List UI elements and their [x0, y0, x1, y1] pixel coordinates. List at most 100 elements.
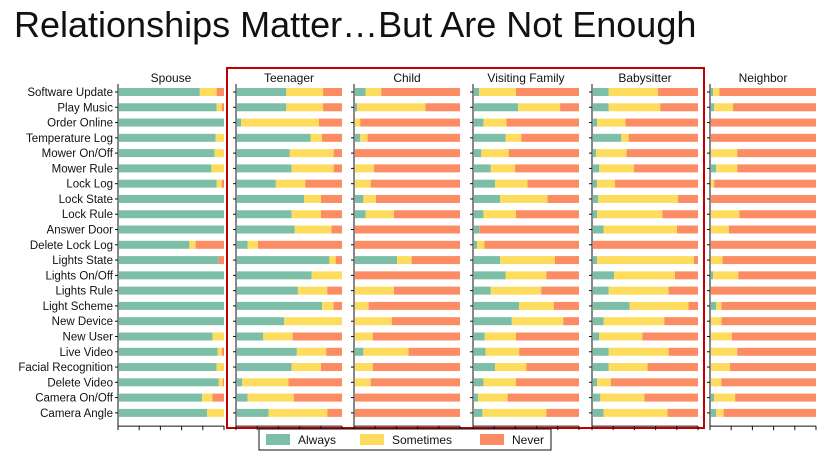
legend-swatch-sometimes — [360, 434, 384, 445]
bar-sometimes-neighbor-play-music — [714, 103, 734, 112]
bar-never-child-facial-recognition — [372, 363, 460, 372]
bar-never-spouse-play-music — [221, 103, 224, 112]
bar-always-babysitter-lights-on-off — [593, 271, 614, 280]
bar-sometimes-neighbor-lights-on-off — [713, 271, 739, 280]
bar-never-neighbor-mower-rule — [737, 164, 816, 173]
bar-always-neighbor-software-update — [711, 88, 714, 96]
bar-sometimes-teenager-order-online — [241, 118, 319, 127]
bar-never-child-delete-video — [370, 378, 460, 387]
bar-sometimes-babysitter-order-online — [597, 118, 626, 127]
bar-sometimes-visiting-family-new-device — [511, 317, 564, 326]
bar-sometimes-neighbor-mower-on-off — [711, 149, 738, 158]
bar-never-child-answer-door — [355, 225, 460, 234]
bar-never-visiting-family-facial-recognition — [526, 363, 579, 372]
bar-never-visiting-family-answer-door — [479, 225, 579, 234]
bar-always-visiting-family-lock-log — [474, 179, 495, 188]
bar-sometimes-spouse-delete-lock-log — [189, 240, 196, 249]
category-label-facial-recognition: Facial Recognition — [18, 362, 113, 374]
bar-sometimes-babysitter-temperature-log — [621, 133, 629, 142]
bar-always-spouse-play-music — [119, 103, 217, 112]
bar-sometimes-babysitter-light-scheme — [629, 301, 689, 310]
bar-sometimes-neighbor-new-user — [711, 332, 732, 341]
bar-never-spouse-delete-video — [222, 378, 224, 387]
bar-sometimes-babysitter-live-video — [608, 347, 669, 356]
bar-always-child-lock-rule — [355, 210, 366, 219]
bar-sometimes-teenager-lock-log — [275, 179, 306, 188]
bar-sometimes-babysitter-mower-on-off — [596, 149, 627, 158]
bar-always-teenager-new-device — [237, 317, 285, 326]
bar-sometimes-babysitter-answer-door — [603, 225, 677, 234]
bar-always-babysitter-mower-on-off — [593, 149, 597, 158]
bar-sometimes-child-lock-state — [363, 194, 376, 203]
bar-sometimes-visiting-family-software-update — [479, 88, 516, 96]
bar-never-child-play-music — [425, 103, 460, 112]
bar-never-neighbor-answer-door — [728, 225, 816, 234]
bar-never-babysitter-new-user — [642, 332, 698, 341]
bar-always-spouse-camera-angle — [119, 408, 208, 417]
bar-always-visiting-family-camera-on-off — [474, 393, 479, 402]
slide-title: Relationships Matter…But Are Not Enough — [14, 4, 697, 45]
bar-never-teenager-temperature-log — [322, 133, 342, 142]
category-label-software-update: Software Update — [27, 87, 113, 99]
bar-sometimes-visiting-family-mower-on-off — [481, 149, 509, 158]
bar-sometimes-child-light-scheme — [355, 301, 369, 310]
bar-never-neighbor-camera-on-off — [735, 393, 816, 402]
bar-always-babysitter-lock-state — [593, 194, 599, 203]
bar-always-child-software-update — [355, 88, 366, 96]
bar-sometimes-babysitter-lock-rule — [597, 210, 663, 219]
bar-never-neighbor-mower-on-off — [737, 149, 816, 158]
bar-never-spouse-delete-lock-log — [195, 240, 224, 249]
bar-sometimes-visiting-family-camera-on-off — [478, 393, 508, 402]
bar-never-babysitter-camera-angle — [667, 408, 698, 417]
bar-never-child-lights-state — [411, 256, 460, 265]
bar-sometimes-teenager-mower-on-off — [289, 149, 334, 158]
bar-always-visiting-family-answer-door — [474, 225, 480, 234]
bar-always-teenager-live-video — [237, 347, 297, 356]
bar-never-visiting-family-new-device — [563, 317, 579, 326]
bar-always-babysitter-delete-video — [593, 378, 598, 387]
bar-sometimes-teenager-lights-rule — [297, 286, 328, 295]
bar-always-teenager-camera-angle — [237, 408, 269, 417]
bar-sometimes-child-software-update — [365, 88, 382, 96]
category-label-lock-rule: Lock Rule — [62, 209, 113, 221]
bar-always-visiting-family-lock-state — [474, 194, 501, 203]
panel-title-child: Child — [393, 71, 420, 85]
bar-never-teenager-mower-rule — [333, 164, 342, 173]
bar-never-child-new-user — [372, 332, 460, 341]
bar-always-neighbor-camera-on-off — [711, 393, 715, 402]
bar-always-spouse-lock-state — [119, 194, 224, 203]
bar-sometimes-neighbor-light-scheme — [716, 301, 722, 310]
bar-never-neighbor-play-music — [733, 103, 816, 112]
bar-always-visiting-family-new-device — [474, 317, 512, 326]
category-label-lock-state: Lock State — [59, 194, 113, 206]
bar-always-visiting-family-mower-rule — [474, 164, 491, 173]
bar-sometimes-child-lights-rule — [355, 286, 394, 295]
bar-always-babysitter-order-online — [593, 118, 598, 127]
bar-never-babysitter-software-update — [658, 88, 698, 96]
bar-never-neighbor-order-online — [711, 118, 816, 127]
bar-never-teenager-lights-state — [335, 256, 342, 265]
bar-never-babysitter-lock-log — [615, 179, 698, 188]
bar-never-teenager-lights-rule — [327, 286, 342, 295]
bar-never-babysitter-answer-door — [677, 225, 698, 234]
bar-never-child-order-online — [360, 118, 460, 127]
bar-sometimes-spouse-mower-on-off — [214, 149, 224, 158]
bar-never-teenager-play-music — [323, 103, 342, 112]
bar-sometimes-teenager-camera-angle — [268, 408, 328, 417]
bar-always-teenager-delete-lock-log — [237, 240, 248, 249]
bar-never-child-lights-rule — [393, 286, 460, 295]
bar-sometimes-babysitter-camera-angle — [603, 408, 668, 417]
bar-always-spouse-facial-recognition — [119, 363, 217, 372]
bar-never-child-live-video — [408, 347, 460, 356]
bar-never-visiting-family-delete-lock-log — [484, 240, 579, 249]
bar-never-teenager-answer-door — [331, 225, 342, 234]
bar-never-child-camera-on-off — [355, 393, 460, 402]
bar-always-teenager-new-user — [237, 332, 264, 341]
bar-always-spouse-order-online — [119, 118, 224, 127]
bar-always-neighbor-camera-angle — [711, 408, 717, 417]
category-label-lights-state: Lights State — [52, 255, 113, 267]
bar-sometimes-teenager-live-video — [296, 347, 327, 356]
category-label-lights-rule: Lights Rule — [55, 286, 113, 298]
bar-sometimes-babysitter-play-music — [608, 103, 661, 112]
bar-always-spouse-live-video — [119, 347, 218, 356]
